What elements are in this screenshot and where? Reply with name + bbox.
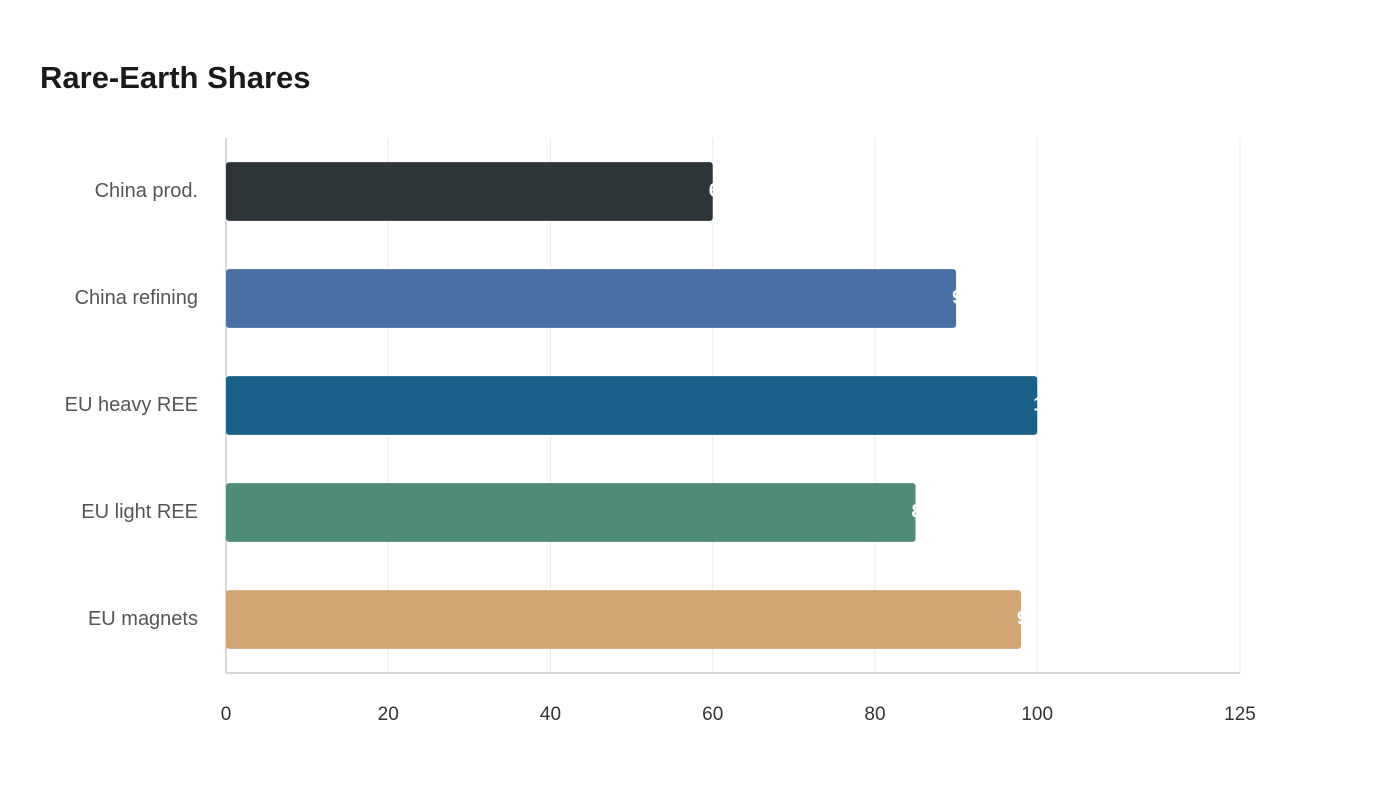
x-tick-label: 20 (378, 704, 399, 725)
x-tick-label: 125 (1224, 704, 1256, 725)
value-label: 98 (1017, 609, 1038, 630)
x-tick-label: 100 (1021, 704, 1053, 725)
x-tick-label: 80 (864, 704, 885, 725)
y-tick-label: EU light REE (81, 501, 198, 523)
bar (226, 162, 713, 221)
y-tick-label: China prod. (95, 180, 198, 202)
y-tick-label: China refining (75, 287, 198, 309)
y-tick-label: EU magnets (88, 608, 198, 630)
x-tick-label: 40 (540, 704, 561, 725)
bar (226, 590, 1021, 649)
x-tick-label: 0 (221, 704, 232, 725)
value-label: 100 (1033, 395, 1065, 416)
bar (226, 269, 957, 328)
bar (226, 376, 1038, 435)
x-tick-label: 60 (702, 704, 723, 725)
chart-title: Rare-Earth Shares (40, 60, 311, 95)
value-label: 85 (912, 502, 934, 523)
y-tick-label: EU heavy REE (65, 394, 198, 416)
value-label: 60 (709, 181, 730, 202)
value-label: 90 (952, 288, 973, 309)
bar (226, 483, 916, 542)
